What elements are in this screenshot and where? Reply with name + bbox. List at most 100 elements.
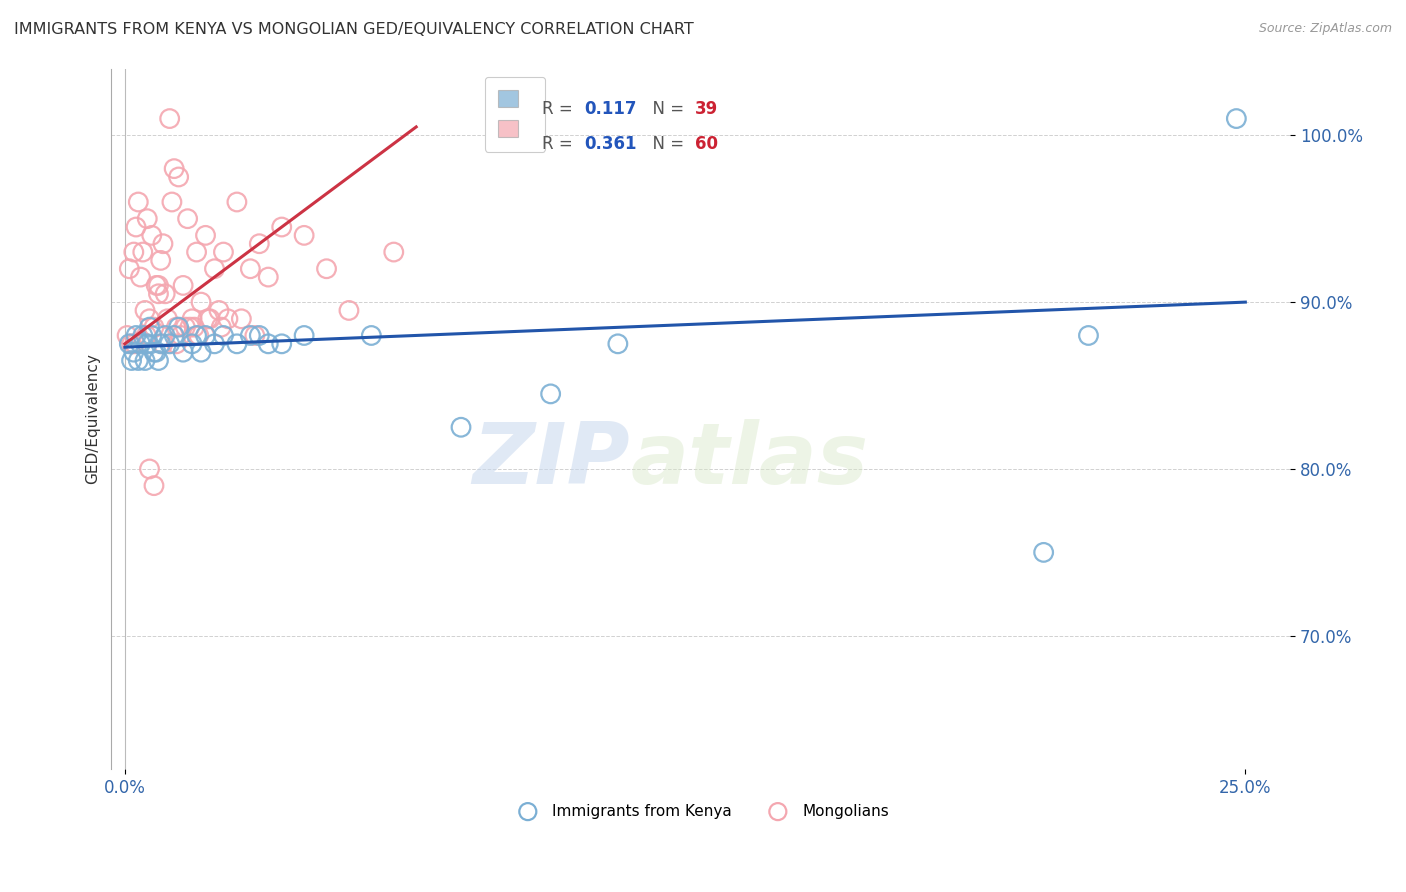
Point	[1225, 112, 1247, 126]
Point	[148, 286, 170, 301]
Text: IMMIGRANTS FROM KENYA VS MONGOLIAN GED/EQUIVALENCY CORRELATION CHART: IMMIGRANTS FROM KENYA VS MONGOLIAN GED/E…	[14, 22, 693, 37]
Point	[153, 286, 176, 301]
Point	[132, 328, 155, 343]
Point	[270, 220, 292, 235]
Point	[165, 320, 187, 334]
Text: Source: ZipAtlas.com: Source: ZipAtlas.com	[1258, 22, 1392, 36]
Point	[160, 194, 183, 209]
Text: 0.117: 0.117	[583, 100, 637, 118]
Point	[204, 336, 226, 351]
Point	[163, 328, 186, 343]
Point	[179, 320, 201, 334]
Point	[121, 336, 143, 351]
Text: N =: N =	[643, 135, 689, 153]
Text: 0.361: 0.361	[583, 135, 637, 153]
Point	[152, 236, 174, 251]
Point	[187, 328, 209, 343]
Text: R =: R =	[541, 100, 578, 118]
Point	[257, 270, 280, 285]
Point	[186, 245, 208, 260]
Point	[247, 236, 270, 251]
Point	[127, 353, 149, 368]
Point	[194, 228, 217, 243]
Point	[121, 353, 143, 368]
Point	[143, 345, 166, 359]
Point	[165, 336, 187, 351]
Point	[208, 303, 231, 318]
Point	[143, 320, 166, 334]
Point	[156, 311, 179, 326]
Point	[136, 211, 159, 226]
Point	[145, 345, 167, 359]
Point	[138, 462, 160, 476]
Legend: Immigrants from Kenya, Mongolians: Immigrants from Kenya, Mongolians	[506, 797, 896, 825]
Text: 60: 60	[695, 135, 718, 153]
Point	[132, 245, 155, 260]
Text: atlas: atlas	[630, 419, 868, 502]
Point	[231, 311, 253, 326]
Text: N =: N =	[643, 100, 689, 118]
Point	[170, 328, 193, 343]
Point	[138, 320, 160, 334]
Point	[209, 320, 232, 334]
Point	[148, 353, 170, 368]
Point	[217, 311, 239, 326]
Point	[129, 270, 152, 285]
Point	[197, 311, 219, 326]
Point	[1032, 545, 1054, 559]
Point	[138, 311, 160, 326]
Point	[194, 328, 217, 343]
Y-axis label: GED/Equivalency: GED/Equivalency	[86, 353, 100, 484]
Point	[239, 261, 262, 276]
Point	[183, 320, 205, 334]
Point	[118, 336, 141, 351]
Point	[125, 328, 148, 343]
Point	[149, 336, 172, 351]
Point	[1077, 328, 1099, 343]
Point	[450, 420, 472, 434]
Point	[122, 245, 145, 260]
Point	[606, 336, 628, 351]
Point	[134, 353, 156, 368]
Text: R =: R =	[541, 135, 578, 153]
Text: ZIP: ZIP	[472, 419, 630, 502]
Point	[181, 311, 204, 326]
Point	[186, 328, 208, 343]
Point	[141, 228, 163, 243]
Point	[198, 311, 221, 326]
Point	[167, 320, 190, 334]
Point	[127, 194, 149, 209]
Point	[122, 345, 145, 359]
Point	[225, 194, 247, 209]
Point	[360, 328, 382, 343]
Point	[163, 161, 186, 176]
Point	[153, 328, 176, 343]
Point	[382, 245, 405, 260]
Point	[315, 261, 337, 276]
Point	[204, 261, 226, 276]
Point	[145, 278, 167, 293]
Point	[190, 345, 212, 359]
Point	[124, 336, 146, 351]
Point	[152, 336, 174, 351]
Point	[540, 387, 562, 401]
Point	[159, 112, 181, 126]
Point	[337, 303, 360, 318]
Point	[239, 328, 262, 343]
Point	[292, 228, 315, 243]
Point	[243, 328, 266, 343]
Point	[135, 328, 157, 343]
Point	[149, 253, 172, 268]
Point	[190, 295, 212, 310]
Point	[129, 336, 152, 351]
Point	[172, 278, 194, 293]
Point	[125, 220, 148, 235]
Point	[159, 336, 181, 351]
Point	[257, 336, 280, 351]
Point	[270, 336, 292, 351]
Point	[212, 328, 235, 343]
Point	[176, 211, 198, 226]
Point	[247, 328, 270, 343]
Point	[141, 328, 163, 343]
Point	[172, 345, 194, 359]
